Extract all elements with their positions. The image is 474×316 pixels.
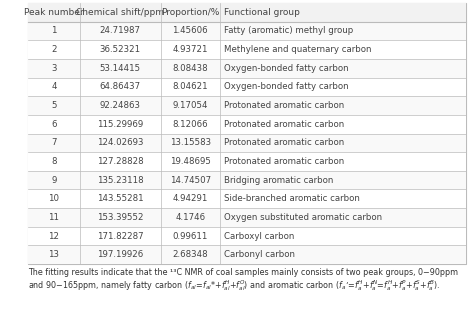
Text: Chemical shift/ppm: Chemical shift/ppm (76, 8, 164, 17)
Bar (28, 3, 466, 21)
Text: 11: 11 (48, 213, 59, 222)
Text: 4.93721: 4.93721 (173, 45, 208, 54)
Text: 19.48695: 19.48695 (170, 157, 211, 166)
Text: Oxygen-bonded fatty carbon: Oxygen-bonded fatty carbon (224, 82, 348, 91)
Bar (28, 133, 466, 152)
Text: 7: 7 (51, 138, 56, 147)
Text: 0.99611: 0.99611 (173, 232, 208, 240)
Text: Proportion/%: Proportion/% (161, 8, 219, 17)
Text: 124.02693: 124.02693 (97, 138, 144, 147)
Text: 8.12066: 8.12066 (173, 120, 208, 129)
Bar (28, 152, 466, 171)
Bar (28, 245, 466, 264)
Text: 1.45606: 1.45606 (173, 27, 208, 35)
Text: 13: 13 (48, 250, 59, 259)
Text: 3: 3 (51, 64, 56, 73)
Bar (28, 21, 466, 40)
Bar (28, 208, 466, 227)
Bar (28, 96, 466, 115)
Text: 8.08438: 8.08438 (173, 64, 208, 73)
Bar (28, 171, 466, 189)
Text: Methylene and quaternary carbon: Methylene and quaternary carbon (224, 45, 371, 54)
Text: Peak number: Peak number (24, 8, 83, 17)
Bar (28, 227, 466, 245)
Text: and 90−165ppm, namely fatty carbon ($f_{al}$=$f_{al}$*+$f_{al}^{H}$+$f_{al}^{O}$: and 90−165ppm, namely fatty carbon ($f_{… (28, 278, 440, 293)
Bar (28, 3, 466, 264)
Bar (28, 59, 466, 77)
Text: 5: 5 (51, 101, 56, 110)
Text: 171.82287: 171.82287 (97, 232, 144, 240)
Text: Protonated aromatic carbon: Protonated aromatic carbon (224, 138, 344, 147)
Text: 8.04621: 8.04621 (173, 82, 208, 91)
Bar (28, 40, 466, 59)
Text: Carbonyl carbon: Carbonyl carbon (224, 250, 295, 259)
Text: 13.15583: 13.15583 (170, 138, 211, 147)
Text: Side-branched aromatic carbon: Side-branched aromatic carbon (224, 194, 360, 203)
Text: 10: 10 (48, 194, 59, 203)
Text: 8: 8 (51, 157, 56, 166)
Text: 2.68348: 2.68348 (173, 250, 208, 259)
Text: Oxygen-bonded fatty carbon: Oxygen-bonded fatty carbon (224, 64, 348, 73)
Text: 197.19926: 197.19926 (97, 250, 143, 259)
Text: Functional group: Functional group (224, 8, 300, 17)
Text: Protonated aromatic carbon: Protonated aromatic carbon (224, 101, 344, 110)
Text: 4.1746: 4.1746 (175, 213, 205, 222)
Text: 153.39552: 153.39552 (97, 213, 144, 222)
Bar (28, 115, 466, 133)
Text: 14.74507: 14.74507 (170, 176, 211, 185)
Text: 12: 12 (48, 232, 59, 240)
Text: 135.23118: 135.23118 (97, 176, 144, 185)
Text: Fatty (aromatic) methyl group: Fatty (aromatic) methyl group (224, 27, 353, 35)
Text: 24.71987: 24.71987 (100, 27, 141, 35)
Text: 36.52321: 36.52321 (100, 45, 141, 54)
Text: The fitting results indicate that the ¹³C NMR of coal samples mainly consists of: The fitting results indicate that the ¹³… (28, 268, 458, 277)
Text: 9: 9 (51, 176, 56, 185)
Text: 1: 1 (51, 27, 56, 35)
Text: 143.55281: 143.55281 (97, 194, 144, 203)
Text: 53.14415: 53.14415 (100, 64, 141, 73)
Text: 92.24863: 92.24863 (100, 101, 141, 110)
Text: Protonated aromatic carbon: Protonated aromatic carbon (224, 157, 344, 166)
Text: 115.29969: 115.29969 (97, 120, 143, 129)
Text: 4: 4 (51, 82, 56, 91)
Text: Carboxyl carbon: Carboxyl carbon (224, 232, 294, 240)
Bar (28, 189, 466, 208)
Text: 127.28828: 127.28828 (97, 157, 144, 166)
Bar (28, 77, 466, 96)
Text: 9.17054: 9.17054 (173, 101, 208, 110)
Text: 4.94291: 4.94291 (173, 194, 208, 203)
Text: Oxygen substituted aromatic carbon: Oxygen substituted aromatic carbon (224, 213, 382, 222)
Text: 64.86437: 64.86437 (100, 82, 141, 91)
Text: 6: 6 (51, 120, 56, 129)
Text: Bridging aromatic carbon: Bridging aromatic carbon (224, 176, 333, 185)
Text: 2: 2 (51, 45, 56, 54)
Text: Protonated aromatic carbon: Protonated aromatic carbon (224, 120, 344, 129)
